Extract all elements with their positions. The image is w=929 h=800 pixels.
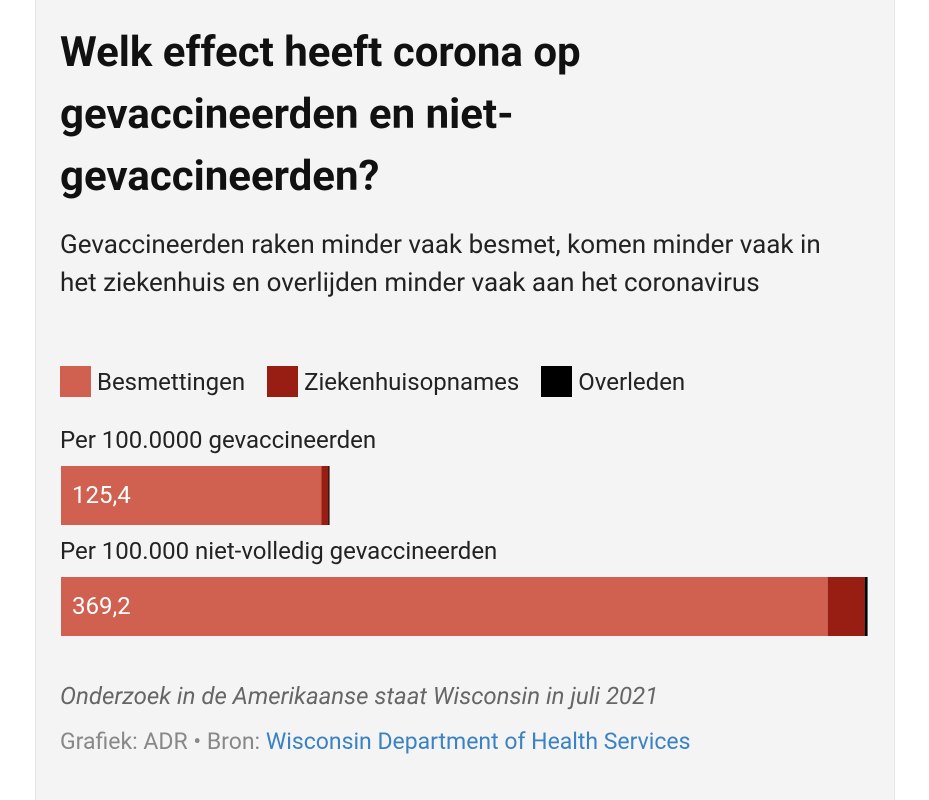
- legend-swatch: [60, 366, 91, 397]
- card: [35, 0, 895, 800]
- credit: Grafiek: ADR • Bron:: [60, 728, 261, 755]
- bar-segment: [321, 466, 329, 525]
- legend-item: Besmettingen: [60, 366, 245, 397]
- bar-segment: [827, 577, 865, 636]
- source-link[interactable]: Wisconsin Department of Health Services: [265, 728, 691, 755]
- bar-segment: [61, 466, 322, 525]
- legend-swatch: [541, 366, 573, 397]
- legend-label: Besmettingen: [97, 367, 246, 396]
- bar-segment: [328, 466, 330, 525]
- chart-title: Welk effect heeft corona op gevaccineerd…: [60, 28, 581, 201]
- category-label: Per 100.000 niet-volledig gevaccineerden: [60, 537, 498, 565]
- note: Onderzoek in de Amerikaanse staat Wiscon…: [60, 682, 659, 710]
- footer: Grafiek: ADR • Bron: Wisconsin Departmen…: [60, 728, 690, 755]
- chart-subtitle: Gevaccineerden raken minder vaak besmet,…: [60, 230, 821, 298]
- legend-item: Overleden: [541, 366, 685, 397]
- legend: Besmettingen Ziekenhuisopnames Overleden: [60, 366, 685, 397]
- bar-segment: [61, 577, 828, 636]
- legend-label: Overleden: [578, 367, 686, 396]
- value-label: 369,2: [72, 592, 131, 620]
- legend-item: Ziekenhuisopnames: [267, 366, 519, 397]
- value-label: 125,4: [72, 481, 131, 509]
- bar-segment: [864, 577, 868, 636]
- category-label: Per 100.0000 gevaccineerden: [60, 426, 377, 454]
- legend-swatch: [267, 366, 299, 397]
- legend-label: Ziekenhuisopnames: [304, 367, 520, 396]
